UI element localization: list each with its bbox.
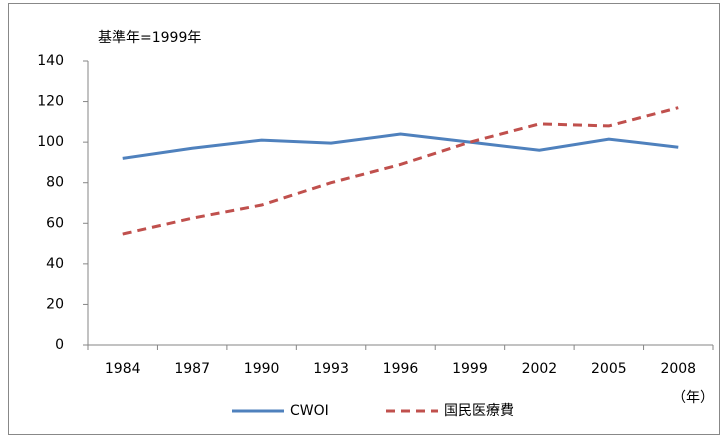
y-tick-label: 40: [46, 256, 64, 272]
series-line: [122, 132, 679, 160]
y-tick-label: 60: [46, 215, 64, 231]
y-tick-label: 0: [55, 337, 64, 353]
y-tick-label: 100: [37, 134, 64, 150]
x-unit-label: （年）: [672, 390, 714, 406]
x-tick-label: 2008: [660, 361, 696, 377]
legend-label: 国民医療費: [444, 402, 514, 419]
y-tick-label: 20: [46, 296, 64, 312]
x-tick-label: 1996: [383, 361, 419, 377]
x-tick-label: 1984: [105, 361, 141, 377]
x-tick-label: 1999: [452, 361, 488, 377]
x-tick-label: 1990: [244, 361, 280, 377]
legend-label: CWOI: [290, 403, 329, 419]
x-tick-label: 2005: [591, 361, 627, 377]
x-tick-label: 1987: [174, 361, 210, 377]
y-tick-label: 80: [46, 175, 64, 191]
series-line: [122, 106, 679, 236]
y-tick-label: 120: [37, 94, 64, 110]
annotation: 基準年=1999年: [98, 29, 201, 46]
y-tick-label: 140: [37, 53, 64, 69]
x-tick-label: 2002: [522, 361, 558, 377]
x-tick-label: 1993: [313, 361, 349, 377]
chart-border: [8, 3, 720, 435]
